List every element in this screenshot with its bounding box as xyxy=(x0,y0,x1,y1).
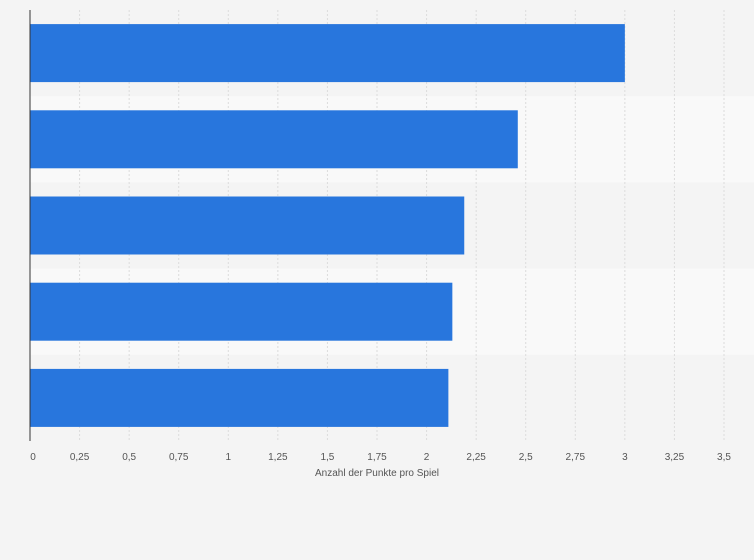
x-tick-label: 3,5 xyxy=(717,452,731,463)
x-tick-labels: 0 0,25 0,5 0,75 1 1,25 1,5 1,75 2 2,25 2,5 2,75 3 3,2… xyxy=(30,452,731,463)
bar xyxy=(30,368,449,427)
bar xyxy=(30,24,625,83)
x-tick-label: 0,5 xyxy=(122,452,136,463)
x-tick-label: 2,5 xyxy=(519,452,533,463)
x-tick-label: 1,75 xyxy=(367,452,387,463)
x-tick-label: 1 xyxy=(226,452,232,463)
x-tick-label: 2,75 xyxy=(566,452,586,463)
x-tick-label: 3 xyxy=(622,452,628,463)
x-tick-label: 2 xyxy=(424,452,430,463)
x-tick-label: 1,5 xyxy=(320,452,334,463)
x-tick-label: 3,25 xyxy=(665,452,685,463)
x-tick-label: 2,25 xyxy=(466,452,486,463)
x-tick-label: 0,25 xyxy=(70,452,90,463)
bars xyxy=(30,24,625,427)
x-tick-label: 1,25 xyxy=(268,452,288,463)
x-tick-label: 0 xyxy=(30,452,36,463)
x-tick-label: 0,75 xyxy=(169,452,189,463)
bar xyxy=(30,110,518,169)
bar xyxy=(30,282,453,341)
bar xyxy=(30,196,465,255)
x-axis-title: Anzahl der Punkte pro Spiel xyxy=(315,468,439,479)
